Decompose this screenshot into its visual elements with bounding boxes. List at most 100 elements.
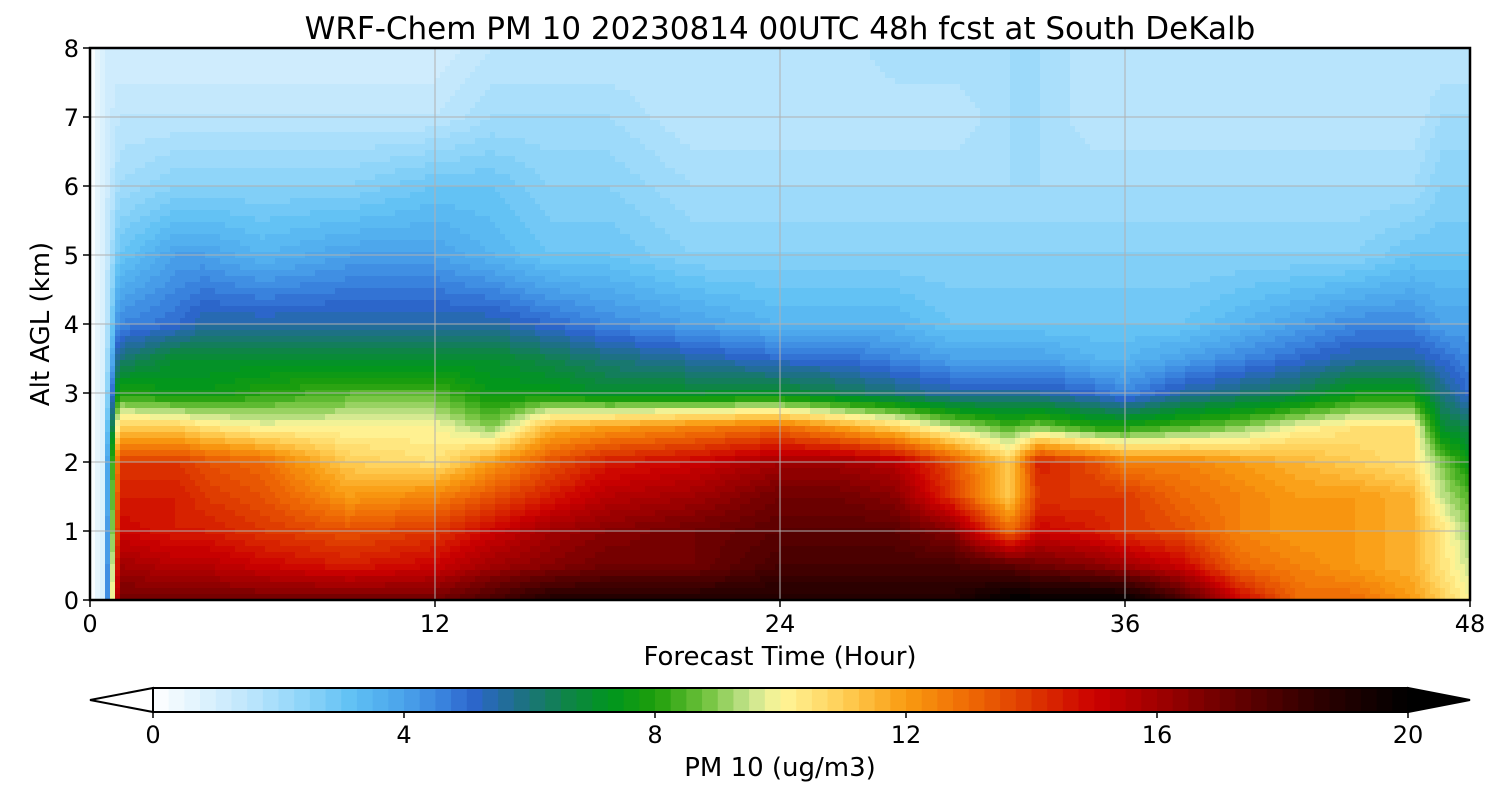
- contour-cell: [1315, 66, 1321, 73]
- contour-cell: [725, 78, 731, 85]
- contour-cell: [165, 66, 171, 73]
- contour-cell: [825, 78, 831, 85]
- contour-cell: [1170, 66, 1176, 73]
- contour-cell: [1005, 60, 1011, 67]
- contour-cell: [915, 72, 921, 79]
- contour-cell: [625, 66, 631, 73]
- contour-cell: [840, 78, 846, 85]
- contour-cell: [455, 84, 461, 91]
- contour-cell: [870, 84, 876, 91]
- contour-cell: [1260, 78, 1266, 85]
- contour-cell: [530, 72, 536, 79]
- contour-cell: [660, 54, 666, 61]
- contour-cell: [120, 66, 126, 73]
- contour-cell: [915, 78, 921, 85]
- contour-cell: [1015, 60, 1021, 67]
- contour-cell: [380, 66, 386, 73]
- contour-cell: [795, 66, 801, 73]
- contour-cell: [145, 78, 151, 85]
- contour-cell: [1205, 72, 1211, 79]
- contour-cell: [165, 60, 171, 67]
- contour-cell: [510, 66, 516, 73]
- contour-cell: [935, 54, 941, 61]
- contour-cell: [105, 78, 111, 85]
- contour-cell: [240, 78, 246, 85]
- contour-cell: [675, 84, 681, 91]
- contour-cell: [325, 54, 331, 61]
- contour-cell: [390, 54, 396, 61]
- contour-cell: [150, 78, 156, 85]
- contour-cell: [750, 66, 756, 73]
- contour-cell: [475, 54, 481, 61]
- contour-cell: [575, 84, 581, 91]
- contour-cell: [105, 72, 111, 79]
- contour-cell: [505, 78, 511, 85]
- contour-cell: [1015, 84, 1021, 91]
- contour-cell: [825, 66, 831, 73]
- contour-cell: [635, 54, 641, 61]
- contour-cell: [1180, 66, 1186, 73]
- contour-cell: [1020, 84, 1026, 91]
- contour-cell: [95, 84, 101, 91]
- contour-cell: [910, 54, 916, 61]
- contour-cell: [1165, 66, 1171, 73]
- contour-cell: [190, 54, 196, 61]
- contour-cell: [1270, 66, 1276, 73]
- contour-cell: [1310, 60, 1316, 67]
- contour-cell: [1105, 78, 1111, 85]
- contour-cell: [630, 54, 636, 61]
- contour-cell: [470, 72, 476, 79]
- contour-cell: [1310, 78, 1316, 85]
- contour-cell: [955, 66, 961, 73]
- contour-cell: [960, 66, 966, 73]
- contour-cell: [1425, 78, 1431, 85]
- contour-cell: [820, 60, 826, 67]
- contour-cell: [620, 84, 626, 91]
- contour-cell: [140, 66, 146, 73]
- contour-cell: [950, 72, 956, 79]
- contour-cell: [750, 72, 756, 79]
- contour-cell: [845, 66, 851, 73]
- contour-cell: [300, 66, 306, 73]
- contour-cell: [305, 72, 311, 79]
- contour-cell: [250, 84, 256, 91]
- contour-cell: [505, 72, 511, 79]
- contour-cell: [695, 60, 701, 67]
- contour-cell: [320, 60, 326, 67]
- contour-cell: [1195, 78, 1201, 85]
- contour-cell: [420, 66, 426, 73]
- contour-cell: [1030, 84, 1036, 91]
- contour-cell: [420, 84, 426, 91]
- contour-cell: [280, 54, 286, 61]
- contour-cell: [985, 54, 991, 61]
- contour-cell: [380, 54, 386, 61]
- contour-cell: [535, 78, 541, 85]
- contour-cell: [380, 78, 386, 85]
- contour-cell: [1230, 60, 1236, 67]
- contour-cell: [150, 84, 156, 91]
- contour-cell: [915, 84, 921, 91]
- contour-cell: [1315, 78, 1321, 85]
- contour-cell: [490, 84, 496, 91]
- contour-cell: [1040, 60, 1046, 67]
- contour-cell: [640, 78, 646, 85]
- contour-cell: [880, 54, 886, 61]
- contour-cell: [1340, 78, 1346, 85]
- contour-cell: [115, 72, 121, 79]
- contour-cell: [415, 84, 421, 91]
- contour-cell: [1310, 66, 1316, 73]
- contour-cell: [410, 66, 416, 73]
- contour-cell: [1065, 84, 1071, 91]
- contour-cell: [500, 72, 506, 79]
- contour-cell: [310, 54, 316, 61]
- contour-cell: [175, 66, 181, 73]
- contour-cell: [570, 60, 576, 67]
- contour-cell: [1075, 66, 1081, 73]
- contour-cell: [125, 78, 131, 85]
- contour-cell: [760, 66, 766, 73]
- contour-cell: [1145, 66, 1151, 73]
- contour-cell: [1305, 66, 1311, 73]
- contour-cell: [1065, 60, 1071, 67]
- contour-cell: [965, 78, 971, 85]
- contour-cell: [200, 54, 206, 61]
